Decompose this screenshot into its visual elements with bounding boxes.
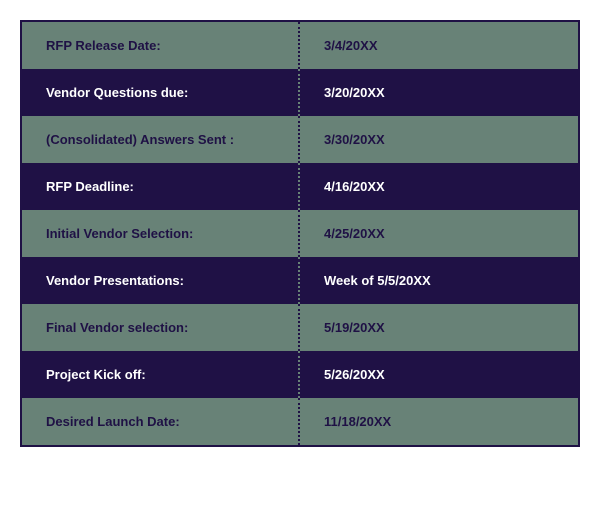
row-date: 5/19/20XX	[300, 304, 578, 351]
row-label: Initial Vendor Selection:	[22, 210, 300, 257]
row-label: Vendor Presentations:	[22, 257, 300, 304]
row-date: 3/4/20XX	[300, 22, 578, 69]
row-date: 4/16/20XX	[300, 163, 578, 210]
schedule-table: RFP Release Date: 3/4/20XX Vendor Questi…	[20, 20, 580, 447]
row-label: RFP Deadline:	[22, 163, 300, 210]
table-row: Final Vendor selection: 5/19/20XX	[22, 304, 578, 351]
row-date: 4/25/20XX	[300, 210, 578, 257]
table-row: RFP Release Date: 3/4/20XX	[22, 22, 578, 69]
row-date: 11/18/20XX	[300, 398, 578, 445]
table-row: Desired Launch Date: 11/18/20XX	[22, 398, 578, 445]
row-label: RFP Release Date:	[22, 22, 300, 69]
table-row: RFP Deadline: 4/16/20XX	[22, 163, 578, 210]
table-row: (Consolidated) Answers Sent : 3/30/20XX	[22, 116, 578, 163]
row-label: Final Vendor selection:	[22, 304, 300, 351]
table-row: Vendor Questions due: 3/20/20XX	[22, 69, 578, 116]
table-row: Vendor Presentations: Week of 5/5/20XX	[22, 257, 578, 304]
row-date: Week of 5/5/20XX	[300, 257, 578, 304]
table-row: Project Kick off: 5/26/20XX	[22, 351, 578, 398]
row-label: (Consolidated) Answers Sent :	[22, 116, 300, 163]
row-date: 5/26/20XX	[300, 351, 578, 398]
row-date: 3/20/20XX	[300, 69, 578, 116]
row-label: Vendor Questions due:	[22, 69, 300, 116]
row-label: Desired Launch Date:	[22, 398, 300, 445]
table-row: Initial Vendor Selection: 4/25/20XX	[22, 210, 578, 257]
row-label: Project Kick off:	[22, 351, 300, 398]
row-date: 3/30/20XX	[300, 116, 578, 163]
